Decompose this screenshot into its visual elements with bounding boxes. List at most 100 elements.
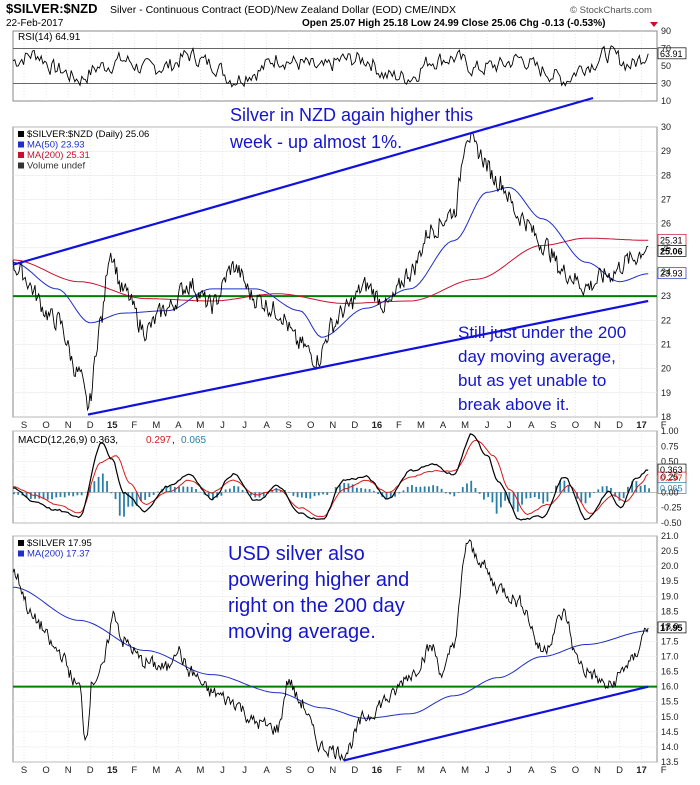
x-tick-label: 16 bbox=[372, 420, 383, 431]
x-tick-label: M bbox=[197, 420, 205, 431]
macd-histogram-bar bbox=[580, 492, 583, 503]
macd-histogram-bar bbox=[559, 480, 562, 493]
nzd-legend-entry: MA(200) 25.31 bbox=[27, 150, 90, 161]
macd-histogram-bar bbox=[512, 492, 515, 510]
x-tick-label: S bbox=[286, 765, 292, 776]
macd-histogram-bar bbox=[470, 480, 473, 493]
macd-histogram-bar bbox=[487, 492, 490, 497]
macd-histogram-bar bbox=[114, 492, 117, 500]
macd-histogram-bar bbox=[542, 492, 545, 504]
nzd-legend-swatch bbox=[18, 141, 24, 148]
usd-tick-label: 13.5 bbox=[661, 757, 679, 767]
macd-tick-label: -0.50 bbox=[661, 518, 682, 528]
nzd-annotation: but as yet unable to bbox=[458, 371, 606, 390]
rsi-tick-label: 70 bbox=[661, 44, 671, 54]
x-tick-label: M bbox=[417, 765, 425, 776]
macd-histogram-bar bbox=[614, 492, 617, 497]
nzd-annotation: Silver in NZD again higher this bbox=[230, 105, 473, 125]
down-triangle-icon bbox=[650, 22, 658, 27]
macd-histogram-bar bbox=[567, 484, 570, 493]
macd-histogram-bar bbox=[593, 492, 595, 493]
macd-histogram-bar bbox=[224, 489, 227, 493]
x-tick-label: 15 bbox=[107, 765, 118, 776]
nzd-tick-label: 29 bbox=[661, 146, 671, 156]
x-tick-label: S bbox=[286, 420, 292, 431]
macd-histogram-bar bbox=[529, 492, 532, 499]
x-tick-label: N bbox=[594, 765, 601, 776]
nzd-annotation: day moving average, bbox=[458, 347, 616, 366]
nzd-last-badge bbox=[657, 267, 687, 280]
nzd-tick-label: 19 bbox=[661, 388, 671, 398]
macd-histogram-bar bbox=[538, 492, 540, 499]
usd-tick-label: 15.0 bbox=[661, 712, 679, 722]
macd-histogram-bar bbox=[237, 486, 240, 493]
macd-signal-line bbox=[13, 439, 649, 518]
macd-histogram-bar bbox=[415, 486, 418, 493]
macd-histogram-bar bbox=[605, 486, 608, 493]
macd-histogram-bar bbox=[29, 492, 32, 499]
x-tick-label: D bbox=[616, 765, 623, 776]
x-tick-label: D bbox=[616, 420, 623, 431]
chart-texts: S O N D 15 F M A M J J A S O N D 16 F M A M J J A S O N D 17 F S O N D 15 F… bbox=[18, 26, 683, 776]
macd-histogram-bar bbox=[300, 492, 303, 498]
macd-histogram-bar bbox=[474, 487, 477, 493]
macd-histogram-bar bbox=[402, 490, 405, 493]
nzd-annotation: break above it. bbox=[458, 395, 570, 414]
x-tick-label: J bbox=[507, 765, 512, 776]
macd-histogram-bar bbox=[123, 492, 125, 517]
macd-histogram-bar bbox=[63, 492, 66, 498]
macd-histogram-bar bbox=[432, 485, 435, 493]
macd-histogram-bar bbox=[440, 488, 443, 493]
macd-histogram-bar bbox=[178, 486, 180, 493]
macd-histogram-bar bbox=[360, 488, 363, 493]
macd-histogram-bar bbox=[394, 492, 396, 497]
x-tick-label: N bbox=[594, 420, 601, 431]
usd-tick-label: 18.5 bbox=[661, 606, 679, 616]
x-tick-label: S bbox=[550, 765, 556, 776]
macd-histogram-bar bbox=[618, 492, 621, 501]
nzd-ma200-line bbox=[12, 237, 649, 304]
nzd-legend-swatch bbox=[18, 131, 24, 137]
x-tick-label: F bbox=[661, 765, 667, 776]
macd-histogram-bar bbox=[169, 485, 172, 493]
macd-histogram-bar bbox=[288, 492, 291, 493]
x-tick-label: D bbox=[87, 420, 94, 431]
macd-histogram-bar bbox=[245, 492, 248, 493]
usd-price-line bbox=[12, 539, 649, 762]
macd-histogram-bar bbox=[550, 492, 553, 493]
x-tick-label: 17 bbox=[636, 420, 647, 431]
macd-histogram-bar bbox=[411, 485, 413, 493]
macd-histogram-bar bbox=[427, 486, 430, 493]
usd-tick-label: 16.0 bbox=[661, 682, 679, 692]
x-tick-label: O bbox=[307, 765, 314, 776]
macd-tick-label: 0.75 bbox=[661, 441, 679, 451]
macd-title-part: , bbox=[172, 435, 175, 446]
usd-annotation: powering higher and bbox=[228, 569, 409, 591]
macd-histogram-bar bbox=[127, 492, 130, 507]
usd-legend-swatch bbox=[18, 540, 24, 546]
x-tick-label: 15 bbox=[107, 420, 118, 431]
macd-histogram-bar bbox=[627, 486, 629, 493]
macd-histogram-bar bbox=[165, 485, 168, 493]
macd-histogram-bar bbox=[322, 492, 324, 495]
x-tick-label: A bbox=[528, 765, 535, 776]
macd-histogram-bar bbox=[292, 492, 295, 496]
macd-histogram-bar bbox=[364, 488, 367, 493]
macd-tick-label: 0.50 bbox=[661, 457, 679, 467]
x-tick-label: J bbox=[220, 420, 225, 431]
x-tick-label: O bbox=[42, 765, 49, 776]
rsi-last-badge bbox=[657, 47, 687, 60]
macd-histogram-bar bbox=[495, 492, 498, 514]
x-tick-label: F bbox=[396, 765, 402, 776]
x-tick-label: O bbox=[307, 420, 314, 431]
macd-histogram-bar bbox=[546, 492, 549, 502]
macd-histogram-bar bbox=[106, 481, 108, 493]
x-tick-label: A bbox=[263, 420, 270, 431]
macd-tick-label: 1.00 bbox=[661, 426, 679, 436]
macd-histogram-bar bbox=[610, 487, 612, 493]
macd-histogram-bar bbox=[334, 487, 337, 493]
macd-histogram-bar bbox=[156, 491, 159, 493]
macd-histogram-bar bbox=[326, 492, 329, 495]
macd-histogram-bar bbox=[68, 492, 70, 496]
